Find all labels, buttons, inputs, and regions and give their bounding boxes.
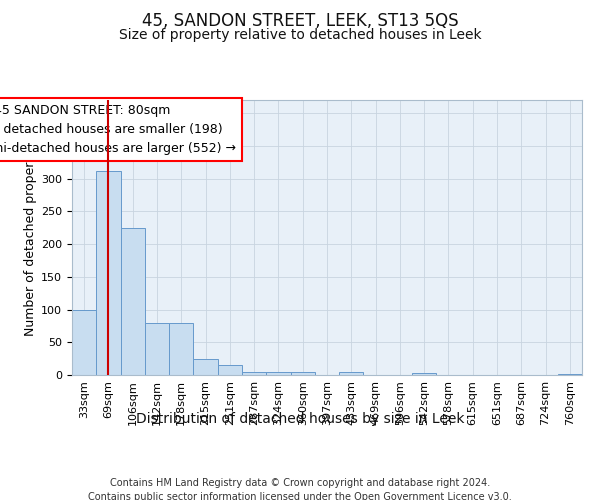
Bar <box>96 170 121 375</box>
Bar <box>72 310 96 375</box>
Bar <box>193 358 218 375</box>
Text: 45 SANDON STREET: 80sqm
← 26% of detached houses are smaller (198)
73% of semi-d: 45 SANDON STREET: 80sqm ← 26% of detache… <box>0 104 236 155</box>
Bar <box>218 365 242 375</box>
Bar <box>558 374 582 375</box>
Bar <box>266 372 290 375</box>
Bar <box>145 322 169 375</box>
Text: Distribution of detached houses by size in Leek: Distribution of detached houses by size … <box>136 412 464 426</box>
Bar <box>339 372 364 375</box>
Text: 45, SANDON STREET, LEEK, ST13 5QS: 45, SANDON STREET, LEEK, ST13 5QS <box>142 12 458 30</box>
Bar <box>290 372 315 375</box>
Bar <box>242 372 266 375</box>
Bar <box>412 373 436 375</box>
Text: Size of property relative to detached houses in Leek: Size of property relative to detached ho… <box>119 28 481 42</box>
Bar <box>121 228 145 375</box>
Text: Contains HM Land Registry data © Crown copyright and database right 2024.
Contai: Contains HM Land Registry data © Crown c… <box>88 478 512 500</box>
Bar <box>169 322 193 375</box>
Y-axis label: Number of detached properties: Number of detached properties <box>24 139 37 336</box>
